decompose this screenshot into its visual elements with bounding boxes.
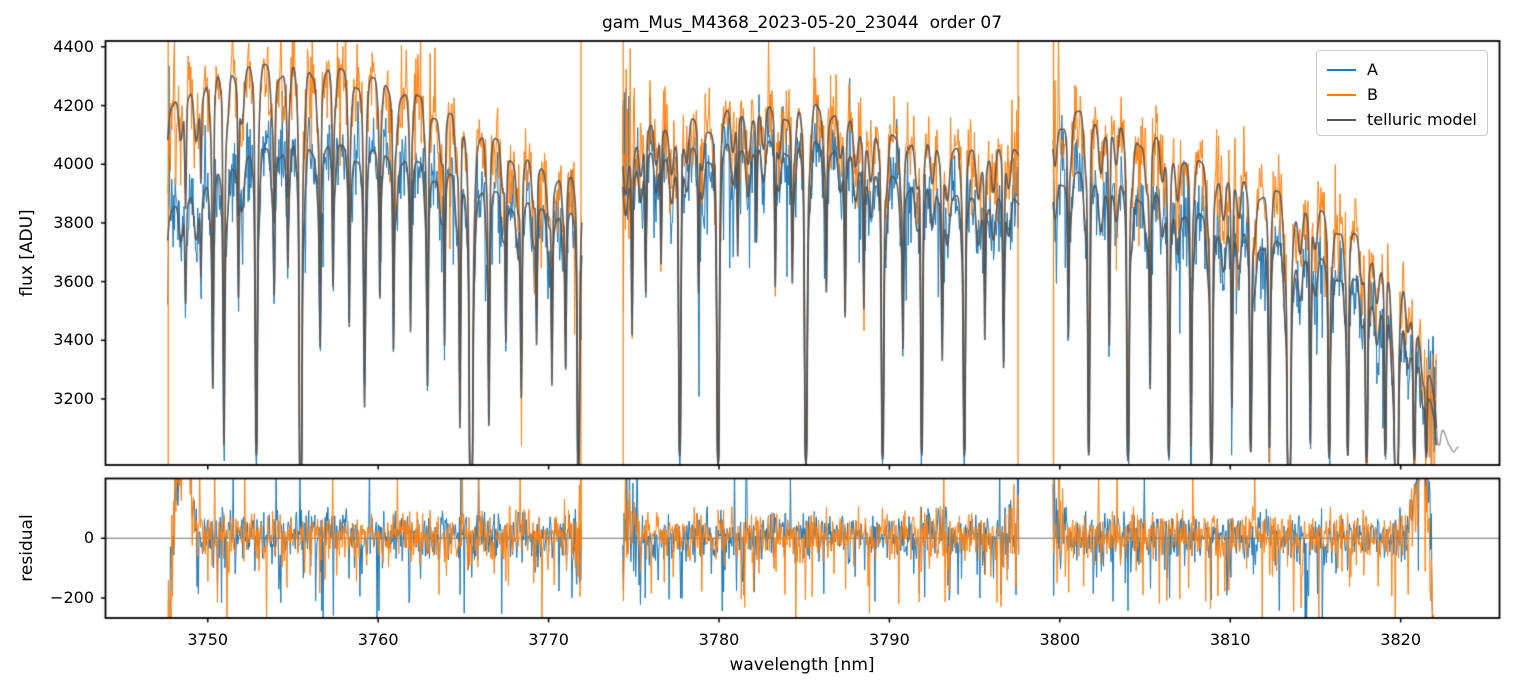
x-tick-label: 3790 [869,630,910,649]
flux-y-tick-label: 4400 [53,36,94,56]
legend-item-telluric-model: telluric model [1327,107,1487,132]
x-tick-label: 3780 [698,630,740,649]
x-tick-label: 3750 [187,630,229,649]
flux-y-tick-label: 3400 [53,330,94,350]
flux-y-tick-label: 4200 [53,95,94,115]
legend-line-b-icon [1327,93,1356,96]
legend-item-a: A [1327,57,1487,82]
plot-title: gam_Mus_M4368_2023-05-20_23044 order 07 [601,13,1003,33]
legend-line-telluric-icon [1327,118,1356,121]
legend-line-a-icon [1327,68,1356,71]
x-tick-label: 3820 [1380,630,1422,649]
legend: A B telluric model [1316,50,1488,136]
flux-y-tick-label: 4000 [53,154,94,174]
legend-item-b: B [1327,82,1487,107]
legend-label-b: B [1367,85,1378,104]
x-tick-label: 3810 [1209,630,1251,649]
residual-y-tick-label: −200 [50,587,94,607]
x-tick-label: 3800 [1039,630,1081,649]
x-tick-label: 3770 [528,630,569,649]
residual-y-tick-label: 0 [83,528,94,548]
flux-y-tick-label: 3800 [53,212,94,232]
flux-y-tick-label: 3200 [53,388,94,408]
legend-label-telluric: telluric model [1367,110,1477,129]
legend-label-a: A [1367,60,1378,79]
wavelength-axis-label: wavelength [nm] [729,655,875,675]
flux-y-tick-label: 3600 [53,271,94,291]
x-tick-label: 3760 [357,630,399,649]
